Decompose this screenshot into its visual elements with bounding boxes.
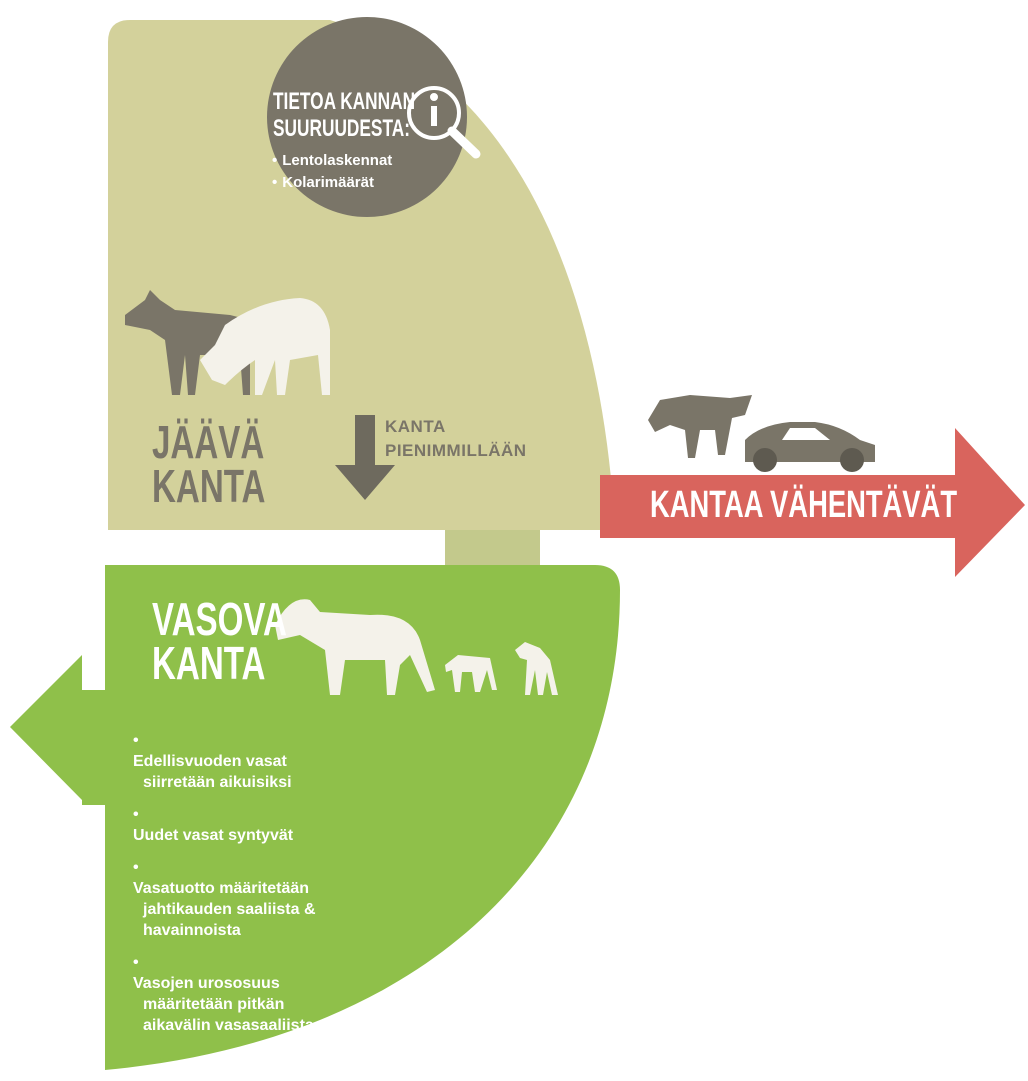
minimum-line: PIENIMMILLÄÄN [385,439,527,463]
remaining-title-line: KANTA [152,464,265,508]
info-item-text: Kolarimäärät [282,174,374,191]
calving-title-line: KANTA [152,641,287,685]
info-list: Lentolaskennat Kolarimäärät [272,150,392,194]
connector [445,530,540,565]
calving-item-line: jahtikauden saaliista & [133,899,316,920]
calving-item-line: Vasatuotto määritetään [133,878,316,899]
info-title-line: SUURUUDESTA: [273,115,415,142]
calving-item-line: aikavälin vasasaaliista [133,1015,316,1036]
calving-title: VASOVA KANTA [152,597,287,685]
info-title: TIETOA KANNAN SUURUUDESTA: [273,88,415,142]
remaining-title-line: JÄÄVÄ [152,420,265,464]
calving-item-line: siirretään aikuisiksi [133,772,316,793]
info-item-text: Lentolaskennat [282,152,392,169]
info-title-line: TIETOA KANNAN [273,88,415,115]
remaining-title: JÄÄVÄ KANTA [152,420,265,508]
predator-silhouettes [648,395,875,472]
minimum-line: KANTA [385,415,527,439]
info-item: Kolarimäärät [272,172,392,194]
calving-item-line: Edellisvuoden vasat [133,751,316,772]
minimum-label: KANTA PIENIMMILLÄÄN [385,415,527,463]
info-item: Lentolaskennat [272,150,392,172]
page: TIETOA KANNAN SUURUUDESTA: Lentolaskenna… [0,0,1028,1081]
calving-item-line: määritetään pitkän [133,994,316,1015]
calving-item: Uudet vasat syntyvät [133,804,316,846]
calving-item-line: Vasojen urososuus [133,973,316,994]
calving-item-line: havainnoista [133,920,316,941]
reducing-label: KANTAA VÄHENTÄVÄT [650,485,957,525]
calving-title-line: VASOVA [152,597,287,641]
calving-item-line: Uudet vasat syntyvät [133,825,316,846]
